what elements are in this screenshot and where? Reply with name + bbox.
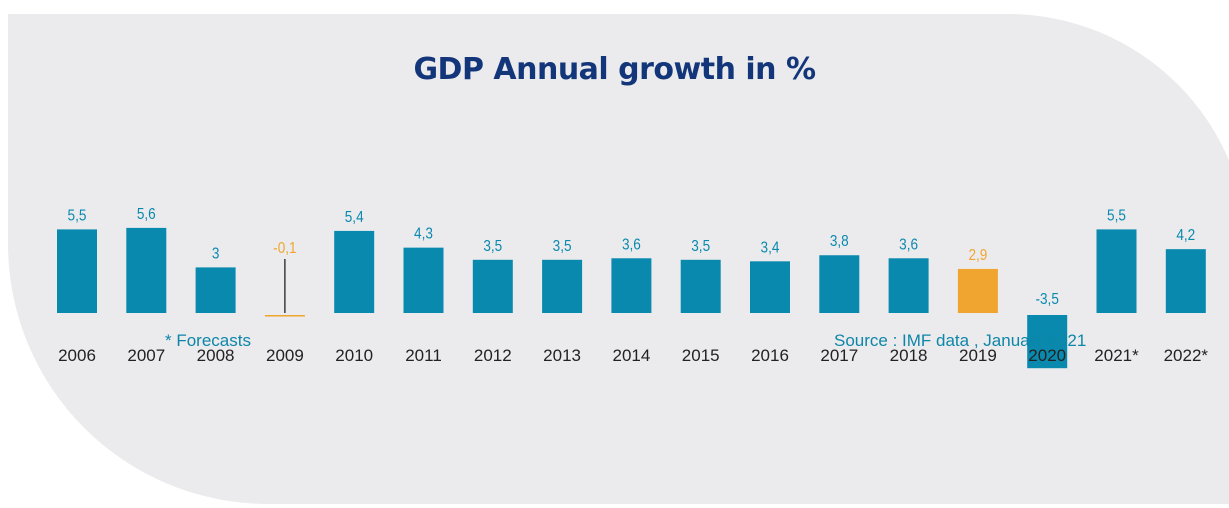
bar-2021* [1096, 229, 1137, 313]
bar-2017 [819, 255, 860, 313]
category-label-2016: 2016 [751, 346, 789, 365]
category-label-2014: 2014 [612, 346, 650, 365]
bar-2013 [542, 259, 583, 313]
forecasts-footnote: * Forecasts [165, 331, 251, 350]
bar-2009 [264, 315, 305, 317]
value-label-2010: 5,4 [345, 209, 364, 226]
value-label-2016: 3,4 [761, 239, 780, 256]
bar-2010 [334, 230, 375, 313]
value-label-2009: -0,1 [273, 240, 296, 257]
value-label-2015: 3,5 [691, 238, 710, 255]
category-label-2022*: 2022* [1164, 346, 1209, 365]
bar-2018 [888, 258, 929, 313]
category-label-2006: 2006 [58, 346, 96, 365]
category-label-2015: 2015 [682, 346, 720, 365]
value-label-2021*: 5,5 [1107, 207, 1126, 224]
source-note: Source : IMF data , January 2021 [834, 331, 1087, 350]
bar-2015 [680, 259, 721, 313]
bar-2022* [1165, 249, 1206, 313]
category-label-2019: 2019 [959, 346, 997, 365]
chart-title: GDP Annual growth in % [413, 52, 816, 87]
bar-2016 [750, 261, 790, 313]
bar-2020 [1027, 315, 1068, 369]
value-label-2019: 2,9 [968, 247, 987, 264]
value-label-2018: 3,6 [899, 236, 918, 253]
category-label-2017: 2017 [820, 346, 858, 365]
value-label-2011: 4,3 [414, 226, 433, 243]
value-label-2017: 3,8 [830, 233, 849, 250]
category-label-2008: 2008 [197, 346, 235, 365]
category-label-2020: 2020 [1028, 346, 1066, 365]
bar-2014 [611, 258, 652, 313]
category-label-2007: 2007 [127, 346, 165, 365]
bar-2011 [403, 247, 444, 313]
category-label-2012: 2012 [474, 346, 512, 365]
category-label-2009: 2009 [266, 346, 304, 365]
category-label-2010: 2010 [335, 346, 373, 365]
value-label-2014: 3,6 [622, 236, 641, 253]
bar-2012 [472, 259, 513, 313]
category-label-2013: 2013 [543, 346, 581, 365]
value-label-2008: 3 [212, 245, 220, 262]
bar-2006 [57, 229, 97, 313]
category-label-2021*: 2021* [1094, 346, 1139, 365]
category-label-2011: 2011 [405, 346, 442, 365]
value-label-2013: 3,5 [553, 238, 572, 255]
value-label-2007: 5,6 [137, 206, 156, 223]
bar-2007 [126, 227, 167, 313]
value-label-2020: -3,5 [1035, 291, 1058, 308]
bar-2008 [195, 267, 236, 313]
value-label-2022*: 4,2 [1176, 227, 1195, 244]
category-label-2018: 2018 [890, 346, 928, 365]
bar-2019 [957, 268, 998, 313]
value-label-2012: 3,5 [483, 238, 502, 255]
value-label-2006: 5,5 [68, 207, 87, 224]
